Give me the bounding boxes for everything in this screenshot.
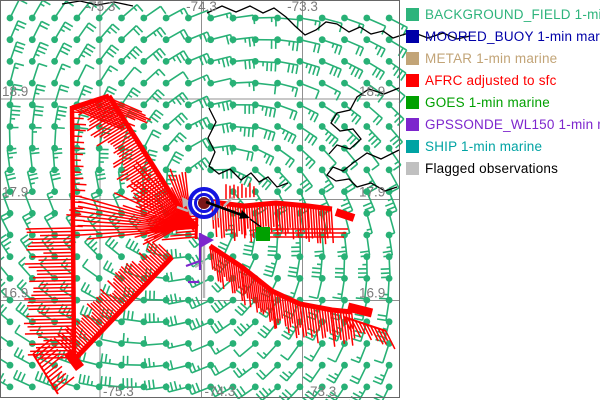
svg-text:16.9: 16.9	[359, 286, 385, 301]
goes-marker[interactable]	[256, 227, 270, 241]
metar-swatch-icon	[406, 51, 419, 65]
legend-item-background-field: BACKGROUND_FIELD 1-min m	[406, 3, 600, 25]
afrc-flight-track	[23, 93, 396, 395]
svg-text:-74.3: -74.3	[205, 384, 236, 399]
svg-text:18.9: 18.9	[2, 84, 28, 99]
background-wind-field	[0, 0, 409, 400]
gpssonde-swatch-icon	[406, 117, 419, 131]
legend-item-ship: SHIP 1-min marine	[406, 135, 600, 157]
legend-item-flagged: Flagged observations	[406, 157, 600, 179]
svg-text:-75.3: -75.3	[103, 384, 134, 399]
legend-label: GOES 1-min marine	[425, 94, 550, 110]
afrc-swatch-icon	[406, 73, 419, 87]
flagged-swatch-icon	[406, 161, 419, 175]
legend-label: GPSSONDE_WL150 1-min mar	[425, 116, 600, 132]
legend-label: BACKGROUND_FIELD 1-min m	[425, 6, 600, 22]
legend-label: METAR 1-min marine	[425, 50, 558, 66]
storm-motion-arrow	[205, 200, 262, 228]
svg-text:18.9: 18.9	[359, 84, 385, 99]
gpssonde-barb[interactable]	[185, 233, 214, 284]
svg-text:-73.3: -73.3	[287, 0, 318, 14]
svg-text:-75.3: -75.3	[85, 0, 116, 14]
svg-text:17.9: 17.9	[2, 185, 28, 200]
svg-text:16.9: 16.9	[2, 286, 28, 301]
map-border	[0, 0, 400, 398]
legend: BACKGROUND_FIELD 1-min m MOORED_BUOY 1-m…	[406, 3, 600, 179]
moored-buoy-marker[interactable]	[188, 187, 220, 219]
svg-text:17.9: 17.9	[359, 185, 385, 200]
legend-label: Flagged observations	[425, 160, 559, 176]
legend-label: AFRC adjusted to sfc	[425, 72, 557, 88]
svg-text:-74.3: -74.3	[186, 0, 217, 14]
legend-item-goes: GOES 1-min marine	[406, 91, 600, 113]
ship-swatch-icon	[406, 139, 419, 153]
goes-swatch-icon	[406, 95, 419, 109]
legend-item-afrc: AFRC adjusted to sfc	[406, 69, 600, 91]
svg-text:-73.3: -73.3	[306, 384, 337, 399]
legend-item-gpssonde: GPSSONDE_WL150 1-min mar	[406, 113, 600, 135]
legend-item-moored-buoy: MOORED_BUOY 1-min marine	[406, 25, 600, 47]
coastline	[61, 0, 471, 192]
legend-label: MOORED_BUOY 1-min marine	[425, 28, 600, 44]
grid-labels: -75.3 -75.3 -74.3 -74.3 -73.3 -73.3 18.9 18.9 17…	[2, 0, 385, 399]
moored-buoy-swatch-icon	[406, 29, 419, 43]
legend-label: SHIP 1-min marine	[425, 138, 543, 154]
legend-item-metar: METAR 1-min marine	[406, 47, 600, 69]
background-field-swatch-icon	[406, 7, 419, 21]
